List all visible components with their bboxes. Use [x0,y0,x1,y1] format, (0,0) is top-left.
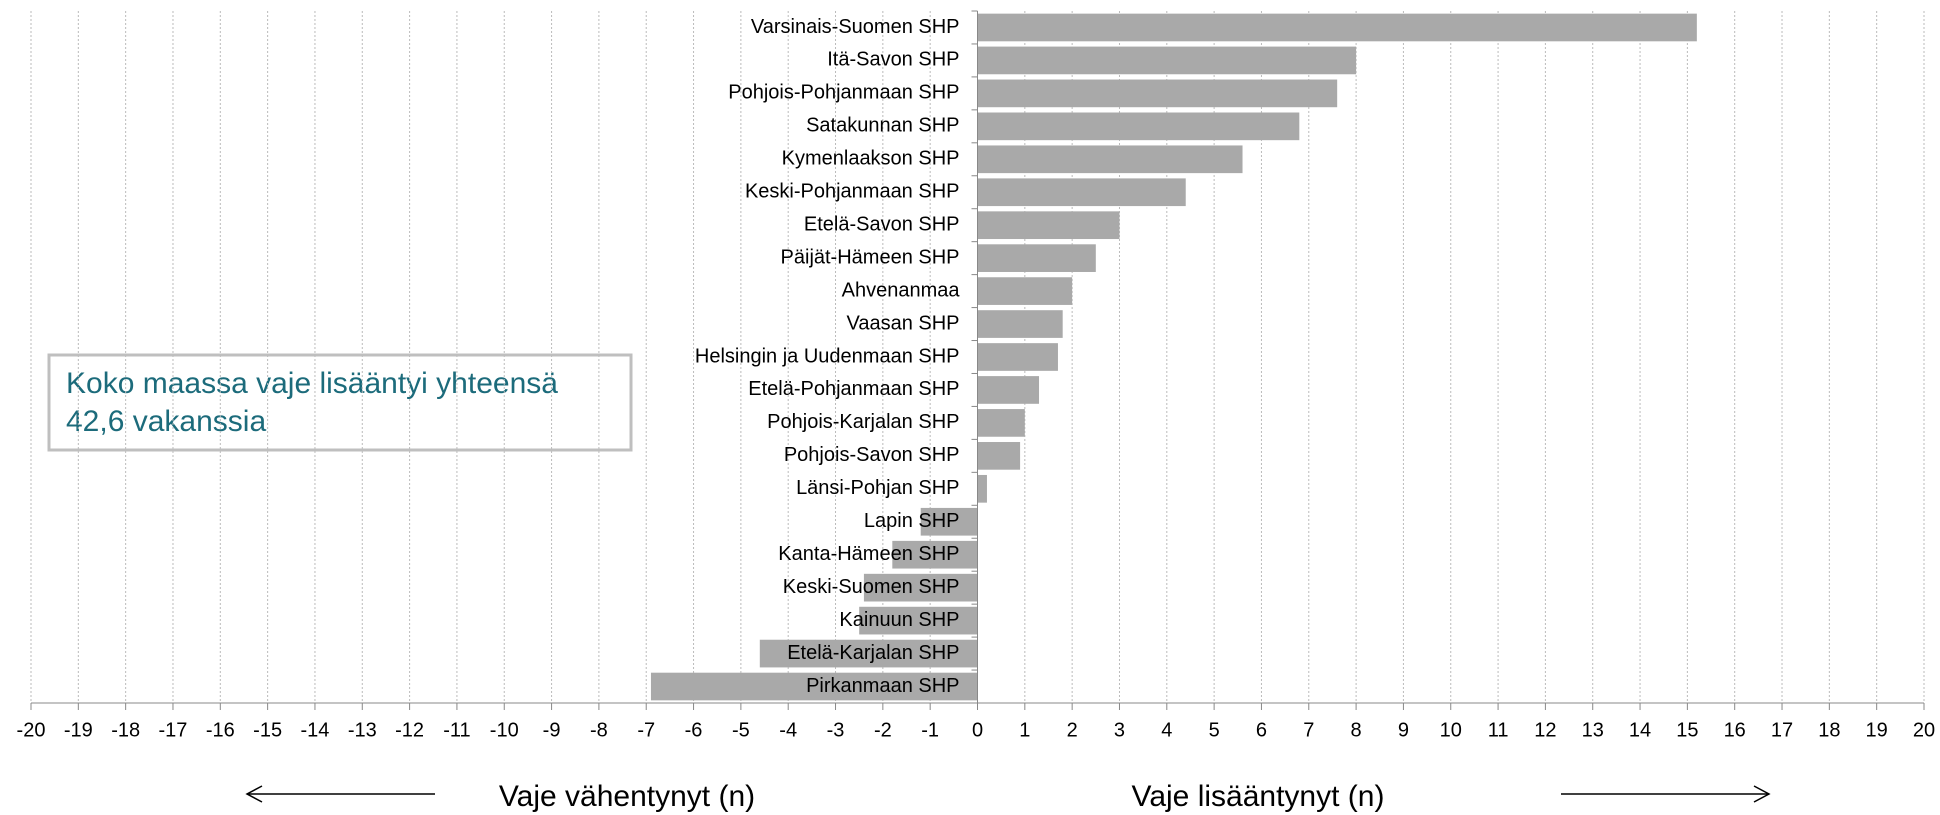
x-tick-label: -18 [111,719,140,741]
y-tick-label: Pohjois-Karjalan SHP [767,411,959,433]
x-tick-label: -5 [732,719,750,741]
x-tick-label: 4 [1161,719,1172,741]
x-tick-label: -4 [779,719,797,741]
x-tick-label: 9 [1398,719,1409,741]
y-tick-label: Keski-Suomen SHP [783,576,960,598]
x-tick-label: -14 [300,719,329,741]
bar [759,639,978,668]
bar [977,13,1697,42]
y-tick-label: Kymenlaakson SHP [782,148,960,170]
x-tick-label: 18 [1818,719,1840,741]
annotation-line: Koko maassa vaje lisääntyi yhteensä [66,367,558,400]
y-tick-label: Varsinais-Suomen SHP [751,16,960,38]
x-tick-label: -15 [253,719,282,741]
x-tick-label: 3 [1114,719,1125,741]
bar [977,145,1243,174]
bar [977,376,1040,404]
y-tick-label: Etelä-Pohjanmaan SHP [748,378,959,400]
x-tick-label: -16 [206,719,235,741]
y-tick-label: Ahvenanmaa [842,279,961,301]
x-tick-label: 11 [1488,719,1509,741]
x-tick-label: 1 [1019,719,1030,741]
bar [650,672,978,701]
arrows [245,785,1771,803]
x-tick-label: -2 [874,719,892,741]
x-tick-label: 0 [972,719,983,741]
x-tick-label: -20 [17,719,46,741]
bar [977,277,1073,305]
x-tick-label: -12 [395,719,424,741]
bar [977,343,1058,371]
y-tick-label: Satakunnan SHP [806,115,959,137]
y-tick-label: Kanta-Hämeen SHP [778,543,959,565]
x-tick-label: 5 [1209,719,1220,741]
x-tick-label: -13 [348,719,377,741]
y-tick-label: Itä-Savon SHP [827,49,959,71]
x-tick-label: -1 [921,719,939,741]
y-tick-label: Päijät-Hämeen SHP [781,246,960,268]
y-tick-label: Keski-Pohjanmaan SHP [745,181,960,203]
x-tick-label: -19 [64,719,93,741]
x-tick-label: 2 [1067,719,1078,741]
x-tick-label: -11 [443,719,470,741]
x-tick-label: 16 [1724,719,1746,741]
x-tick-label: -3 [827,719,845,741]
left-label: Vaje vähentynyt (n) [499,780,755,813]
bar [977,409,1025,437]
y-tick-label: Kainuun SHP [839,609,959,631]
x-tick-label: -6 [685,719,703,741]
annotation-line: 42,6 vakanssia [66,405,266,438]
x-tick-label: -9 [543,719,561,741]
x-tick-label: -8 [590,719,608,741]
x-tick-label: 6 [1256,719,1267,741]
x-tick-label: 17 [1771,719,1793,741]
bar [892,540,978,569]
x-tick-label: 12 [1534,719,1556,741]
bar [859,606,978,635]
y-tick-label: Pohjois-Savon SHP [784,444,960,466]
x-tick-label: 7 [1303,719,1314,741]
x-tick-label: 13 [1582,719,1604,741]
x-tick-label: 10 [1440,719,1462,741]
bar [977,244,1096,272]
bar [977,474,987,503]
bar [977,211,1120,240]
y-tick-label: Etelä-Karjalan SHP [787,642,959,664]
bar [920,507,978,536]
y-tick-label: Helsingin ja Uudenmaan SHP [695,345,960,367]
bar [977,178,1186,207]
bar [977,310,1063,338]
x-tick-label: -7 [637,719,655,741]
annotation-box [47,353,633,452]
bar [977,112,1300,141]
bar [977,442,1021,470]
x-tick-label: 14 [1629,719,1651,741]
right-label: Vaje lisääntynyt (n) [1132,780,1385,813]
x-tick-label: -17 [159,719,188,741]
x-tick-label: 20 [1913,719,1935,741]
x-tick-label: 8 [1351,719,1362,741]
bar [977,79,1338,108]
bar [977,46,1357,75]
y-tick-label: Pirkanmaan SHP [806,675,959,697]
y-tick-label: Etelä-Savon SHP [804,213,960,235]
bar [863,573,978,602]
y-tick-label: Pohjois-Pohjanmaan SHP [728,82,959,104]
x-tick-label: 15 [1676,719,1698,741]
y-tick-label: Lapin SHP [864,510,960,532]
x-tick-label: 19 [1866,719,1888,741]
y-tick-label: Länsi-Pohjan SHP [796,477,959,499]
y-tick-label: Vaasan SHP [846,312,959,334]
x-tick-label: -10 [490,719,519,741]
